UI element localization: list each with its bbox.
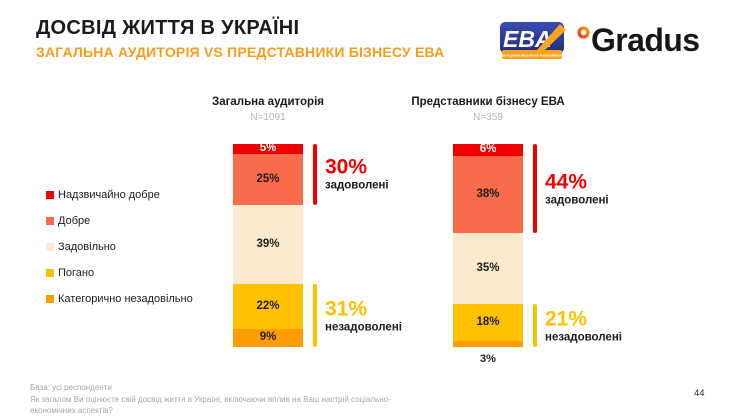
satisfied-bracket-line xyxy=(313,144,317,205)
bar-segment: 18% xyxy=(453,304,523,341)
bar-segment: 39% xyxy=(233,204,303,285)
chart-sample-size: N=1091 xyxy=(250,112,286,123)
footnote-line: економічних аспектів? xyxy=(30,406,113,415)
legend-label: Категорично незадовільно xyxy=(58,293,193,305)
chart-general-audience: Загальна аудиторія N=1091 5% 25% 39% 22% 9% … xyxy=(158,96,402,391)
satisfied-annotation: 44% задоволені xyxy=(545,170,675,207)
footnote-line: База: усі респонденти xyxy=(30,383,112,392)
legend-swatch-icon xyxy=(46,217,54,225)
segment-value: 39% xyxy=(256,237,280,250)
dissatisfied-percent: 21% xyxy=(545,307,588,331)
dissatisfied-bracket-line xyxy=(313,284,317,347)
gradus-logo: Gradus xyxy=(577,22,700,58)
eba-logo-graphic: EBA European Business Association xyxy=(500,22,566,59)
gradus-degree-icon xyxy=(577,26,590,39)
satisfied-label: задоволені xyxy=(325,179,389,192)
stacked-bar: 6% 38% 35% 18% xyxy=(453,144,523,347)
segment-value: 18% xyxy=(476,315,500,328)
dissatisfied-label: незадоволені xyxy=(325,321,402,334)
dissatisfied-annotation: 31% незадоволені xyxy=(325,297,455,334)
legend-item: Задовільно xyxy=(46,234,193,260)
bar-segment: 38% xyxy=(453,156,523,234)
legend-item: Категорично незадовільно xyxy=(46,286,193,312)
bar-segment: 22% xyxy=(233,284,303,329)
dissatisfied-percent: 31% xyxy=(325,297,368,321)
legend-label: Задовільно xyxy=(58,241,116,253)
legend-swatch-icon xyxy=(46,295,54,303)
bar-segment xyxy=(453,340,523,347)
legend-swatch-icon xyxy=(46,269,54,277)
segment-value: 9% xyxy=(259,331,277,344)
legend-label: Погано xyxy=(58,267,95,279)
bar-segment: 9% xyxy=(233,328,303,347)
segment-value-below: 3% xyxy=(480,353,496,365)
legend-label: Добре xyxy=(58,215,91,227)
dissatisfied-bracket-line xyxy=(533,304,537,347)
satisfied-percent: 30% xyxy=(325,155,368,179)
satisfied-annotation: 30% задоволені xyxy=(325,155,455,192)
satisfied-bracket-line xyxy=(533,144,537,234)
satisfied-percent: 44% xyxy=(545,170,588,194)
legend-item: Надзвичайно добре xyxy=(46,182,193,208)
segment-value: 35% xyxy=(476,262,500,275)
segment-value: 25% xyxy=(256,172,280,185)
bar-segment: 5% xyxy=(233,142,303,155)
gradus-logo-text: Gradus xyxy=(591,22,700,58)
chart-title: Представники бізнесу ЕВА xyxy=(411,96,565,108)
legend: Надзвичайно добре Добре Задовільно Погано Ка… xyxy=(46,182,193,312)
bar-segment: 25% xyxy=(233,154,303,205)
legend-label: Надзвичайно добре xyxy=(58,189,160,201)
footnote: База: усі респонденти Як загалом Ви оціню… xyxy=(30,382,391,417)
eba-logo-subtext: European Business Association xyxy=(502,53,564,58)
bar-segment: 6% xyxy=(453,143,523,157)
stacked-bar: 5% 25% 39% 22% 9% xyxy=(233,142,303,347)
segment-value: 38% xyxy=(476,187,500,200)
page-number: 44 xyxy=(694,388,705,399)
slide-subtitle: ЗАГАЛЬНА АУДИТОРІЯ VS ПРЕДСТАВНИКИ БІЗНЕ… xyxy=(36,44,445,60)
legend-item: Погано xyxy=(46,260,193,286)
chart-sample-size: N=359 xyxy=(473,112,503,123)
dissatisfied-annotation: 21% незадоволені xyxy=(545,307,675,344)
chart-title: Загальна аудиторія xyxy=(211,96,324,108)
bar-segment: 35% xyxy=(453,233,523,305)
eba-logo: EBA European Business Association xyxy=(500,21,570,68)
segment-value: 5% xyxy=(259,142,277,155)
footnote-line: Як загалом Ви оцінюєте свій досвід життя… xyxy=(30,394,391,404)
legend-swatch-icon xyxy=(46,191,54,199)
eba-swoosh-icon xyxy=(537,24,566,50)
segment-value: 6% xyxy=(479,143,497,156)
legend-item: Добре xyxy=(46,208,193,234)
segment-value: 22% xyxy=(256,299,280,312)
legend-swatch-icon xyxy=(46,243,54,251)
dissatisfied-label: незадоволені xyxy=(545,331,622,344)
slide-title: ДОСВІД ЖИТТЯ В УКРАЇНІ xyxy=(36,17,300,39)
satisfied-label: задоволені xyxy=(545,194,609,207)
chart-eba-business: Представники бізнесу ЕВА N=359 6% 38% 35% 1… xyxy=(378,96,622,391)
